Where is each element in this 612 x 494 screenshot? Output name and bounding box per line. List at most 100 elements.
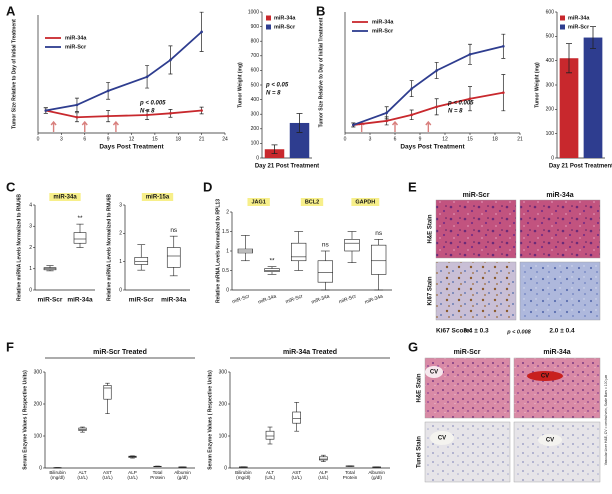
- x-tick-label: 12: [129, 136, 135, 142]
- y-tick-label: 1: [226, 248, 229, 254]
- y-tick-label: 200: [546, 107, 555, 113]
- x-tick-label: 9: [419, 136, 422, 142]
- y-tick-label: 600: [251, 68, 260, 74]
- vein: [538, 434, 562, 446]
- y-axis-label: Relative miRNA Levels Normalized to RNU6…: [16, 194, 22, 301]
- y-tick-label: 300: [251, 112, 260, 118]
- x-tick-label: AST (U/L): [291, 470, 302, 480]
- chart-title: miR-34a Treated: [283, 349, 337, 356]
- y-axis-label: Tumor Weight (mg): [534, 62, 540, 108]
- bar: [289, 122, 310, 158]
- y-tick-label: 800: [251, 39, 260, 45]
- point: [106, 114, 110, 118]
- vein: [425, 366, 443, 378]
- x-tick-label: 24: [222, 136, 228, 142]
- x-tick-label: miR-34a: [311, 293, 331, 305]
- error-bar: [566, 43, 572, 74]
- vein-label: CV: [546, 438, 554, 444]
- x-tick-label: miR-34a: [364, 293, 384, 305]
- x-tick-label: Bilirubin (mg/dl): [235, 470, 252, 480]
- box: [134, 257, 149, 265]
- column-header: miR-Scr: [463, 192, 490, 199]
- x-axis-label: Days Post Treatment: [400, 144, 465, 151]
- treatment-arrow: [391, 120, 399, 132]
- x-tick-label-box: ALT (U/L): [264, 470, 276, 480]
- x-tick-label: 18: [492, 136, 498, 142]
- y-axis-label: Tumor Size Relative to Day of Initial Tr…: [11, 19, 17, 129]
- tunel-image: [513, 421, 601, 483]
- group-highlight: [247, 198, 270, 206]
- p-value: p < 0.008: [506, 329, 531, 335]
- column-header: miR-34a: [543, 349, 570, 356]
- box: [78, 427, 87, 431]
- y-tick-label: 500: [251, 82, 260, 88]
- box: [265, 430, 275, 440]
- y-tick-label: 200: [251, 126, 260, 132]
- y-tick-label: 0: [224, 465, 227, 471]
- error-bar: [590, 26, 596, 49]
- point: [75, 115, 79, 119]
- score-label: Ki67 Score:: [436, 328, 472, 335]
- x-axis-label: Day 21 Post Treatment: [549, 164, 612, 170]
- annotation: p < 0.05: [265, 83, 289, 89]
- y-tick-label: 0: [29, 287, 32, 293]
- y-tick-label: 100: [546, 131, 555, 137]
- group-label: BCL2: [305, 199, 319, 205]
- y-tick-label: 0: [226, 287, 229, 293]
- point: [468, 97, 472, 101]
- vein-label: CV: [430, 370, 438, 376]
- point: [169, 112, 172, 115]
- x-tick-label: Bilirubin (mg/dl): [49, 470, 66, 480]
- legend-label: miR-34a: [65, 35, 87, 41]
- vein: [527, 371, 563, 381]
- point: [410, 113, 413, 117]
- point: [200, 109, 203, 112]
- box: [166, 247, 181, 268]
- x-tick-label: miR-Scr: [129, 297, 154, 304]
- legend-swatch: [560, 24, 565, 30]
- he-image: [513, 357, 601, 419]
- series-line: [45, 31, 203, 112]
- title-highlight: [141, 193, 174, 201]
- ki67-image: [519, 261, 601, 321]
- y-tick-label: 100: [219, 433, 228, 439]
- error-bar: [271, 144, 278, 155]
- point: [502, 91, 505, 94]
- column-header: miR-34a: [546, 192, 573, 199]
- significance: ns: [375, 230, 383, 237]
- panel-label: D: [203, 179, 212, 194]
- x-tick-label: ALT (U/L): [264, 470, 276, 480]
- legend-swatch: [560, 15, 565, 21]
- y-axis-label: Relative mRNA Levels Normalized to RPL13: [215, 199, 221, 303]
- group-highlight: [300, 198, 324, 206]
- significance: **: [77, 215, 83, 222]
- x-tick-label: miR-34a: [161, 297, 187, 304]
- treatment-arrow: [112, 120, 119, 132]
- group-highlight: [351, 198, 380, 206]
- point: [169, 58, 172, 62]
- y-tick-label: 300: [34, 369, 43, 375]
- note: Vascular Liver H&E, CV = central vein, S…: [604, 375, 608, 466]
- panel-label: G: [408, 339, 418, 354]
- y-tick-label: 100: [251, 141, 260, 147]
- point: [200, 30, 203, 34]
- x-axis-label: Days Post Treatment: [99, 144, 164, 151]
- point: [106, 89, 110, 93]
- legend-swatch: [266, 24, 271, 30]
- point: [75, 103, 79, 107]
- y-tick-label: 400: [546, 58, 555, 64]
- y-tick-label: 200: [219, 401, 228, 407]
- chart-title: miR-15a: [146, 195, 170, 201]
- x-tick-label: 12: [442, 136, 448, 142]
- point: [145, 113, 149, 117]
- legend-label: miR-Scr: [274, 24, 296, 30]
- legend-label: miR-34a: [372, 19, 394, 25]
- x-tick-label: 6: [83, 136, 86, 142]
- annotation: N = 8: [448, 109, 463, 115]
- row-label: H&E Stain: [417, 373, 423, 402]
- y-tick-label: 0: [551, 155, 554, 161]
- y-tick-label: 900: [251, 24, 260, 30]
- x-tick-label: miR-Scr: [231, 293, 250, 305]
- panel-label: C: [6, 179, 16, 194]
